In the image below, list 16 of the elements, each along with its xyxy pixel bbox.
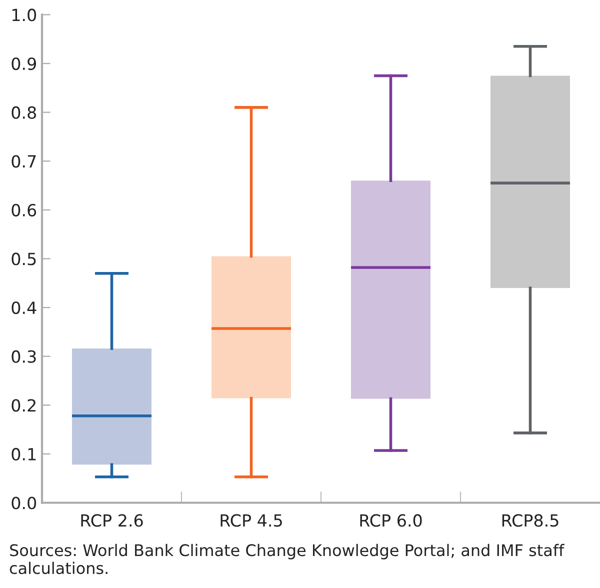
y-tick-label: 0.1	[12, 448, 36, 461]
y-tick-label: 0.9	[12, 57, 36, 70]
y-tick-label: 0.4	[12, 301, 36, 314]
y-tick-label: 0.6	[12, 204, 36, 216]
x-tick-label: RCP8.5	[502, 514, 558, 527]
source-note: Sources: World Bank Climate Change Knowledge Portal; and IMF staff calculations.	[10, 544, 564, 574]
x-tick-label: RCP 2.6	[81, 514, 143, 527]
y-tick-label: 0.3	[12, 350, 36, 363]
y-tick-label: 0.0	[12, 496, 36, 510]
x-tick-label: RCP 4.5	[220, 514, 282, 527]
y-tick-label: 0.7	[12, 155, 36, 168]
x-tick-label: RCP 6.0	[360, 514, 422, 527]
y-tick-label: 0.8	[12, 106, 36, 119]
y-tick-label: 0.5	[12, 252, 36, 266]
y-tick-label: 1.0	[12, 8, 36, 22]
y-tick-label: 0.2	[12, 399, 36, 412]
